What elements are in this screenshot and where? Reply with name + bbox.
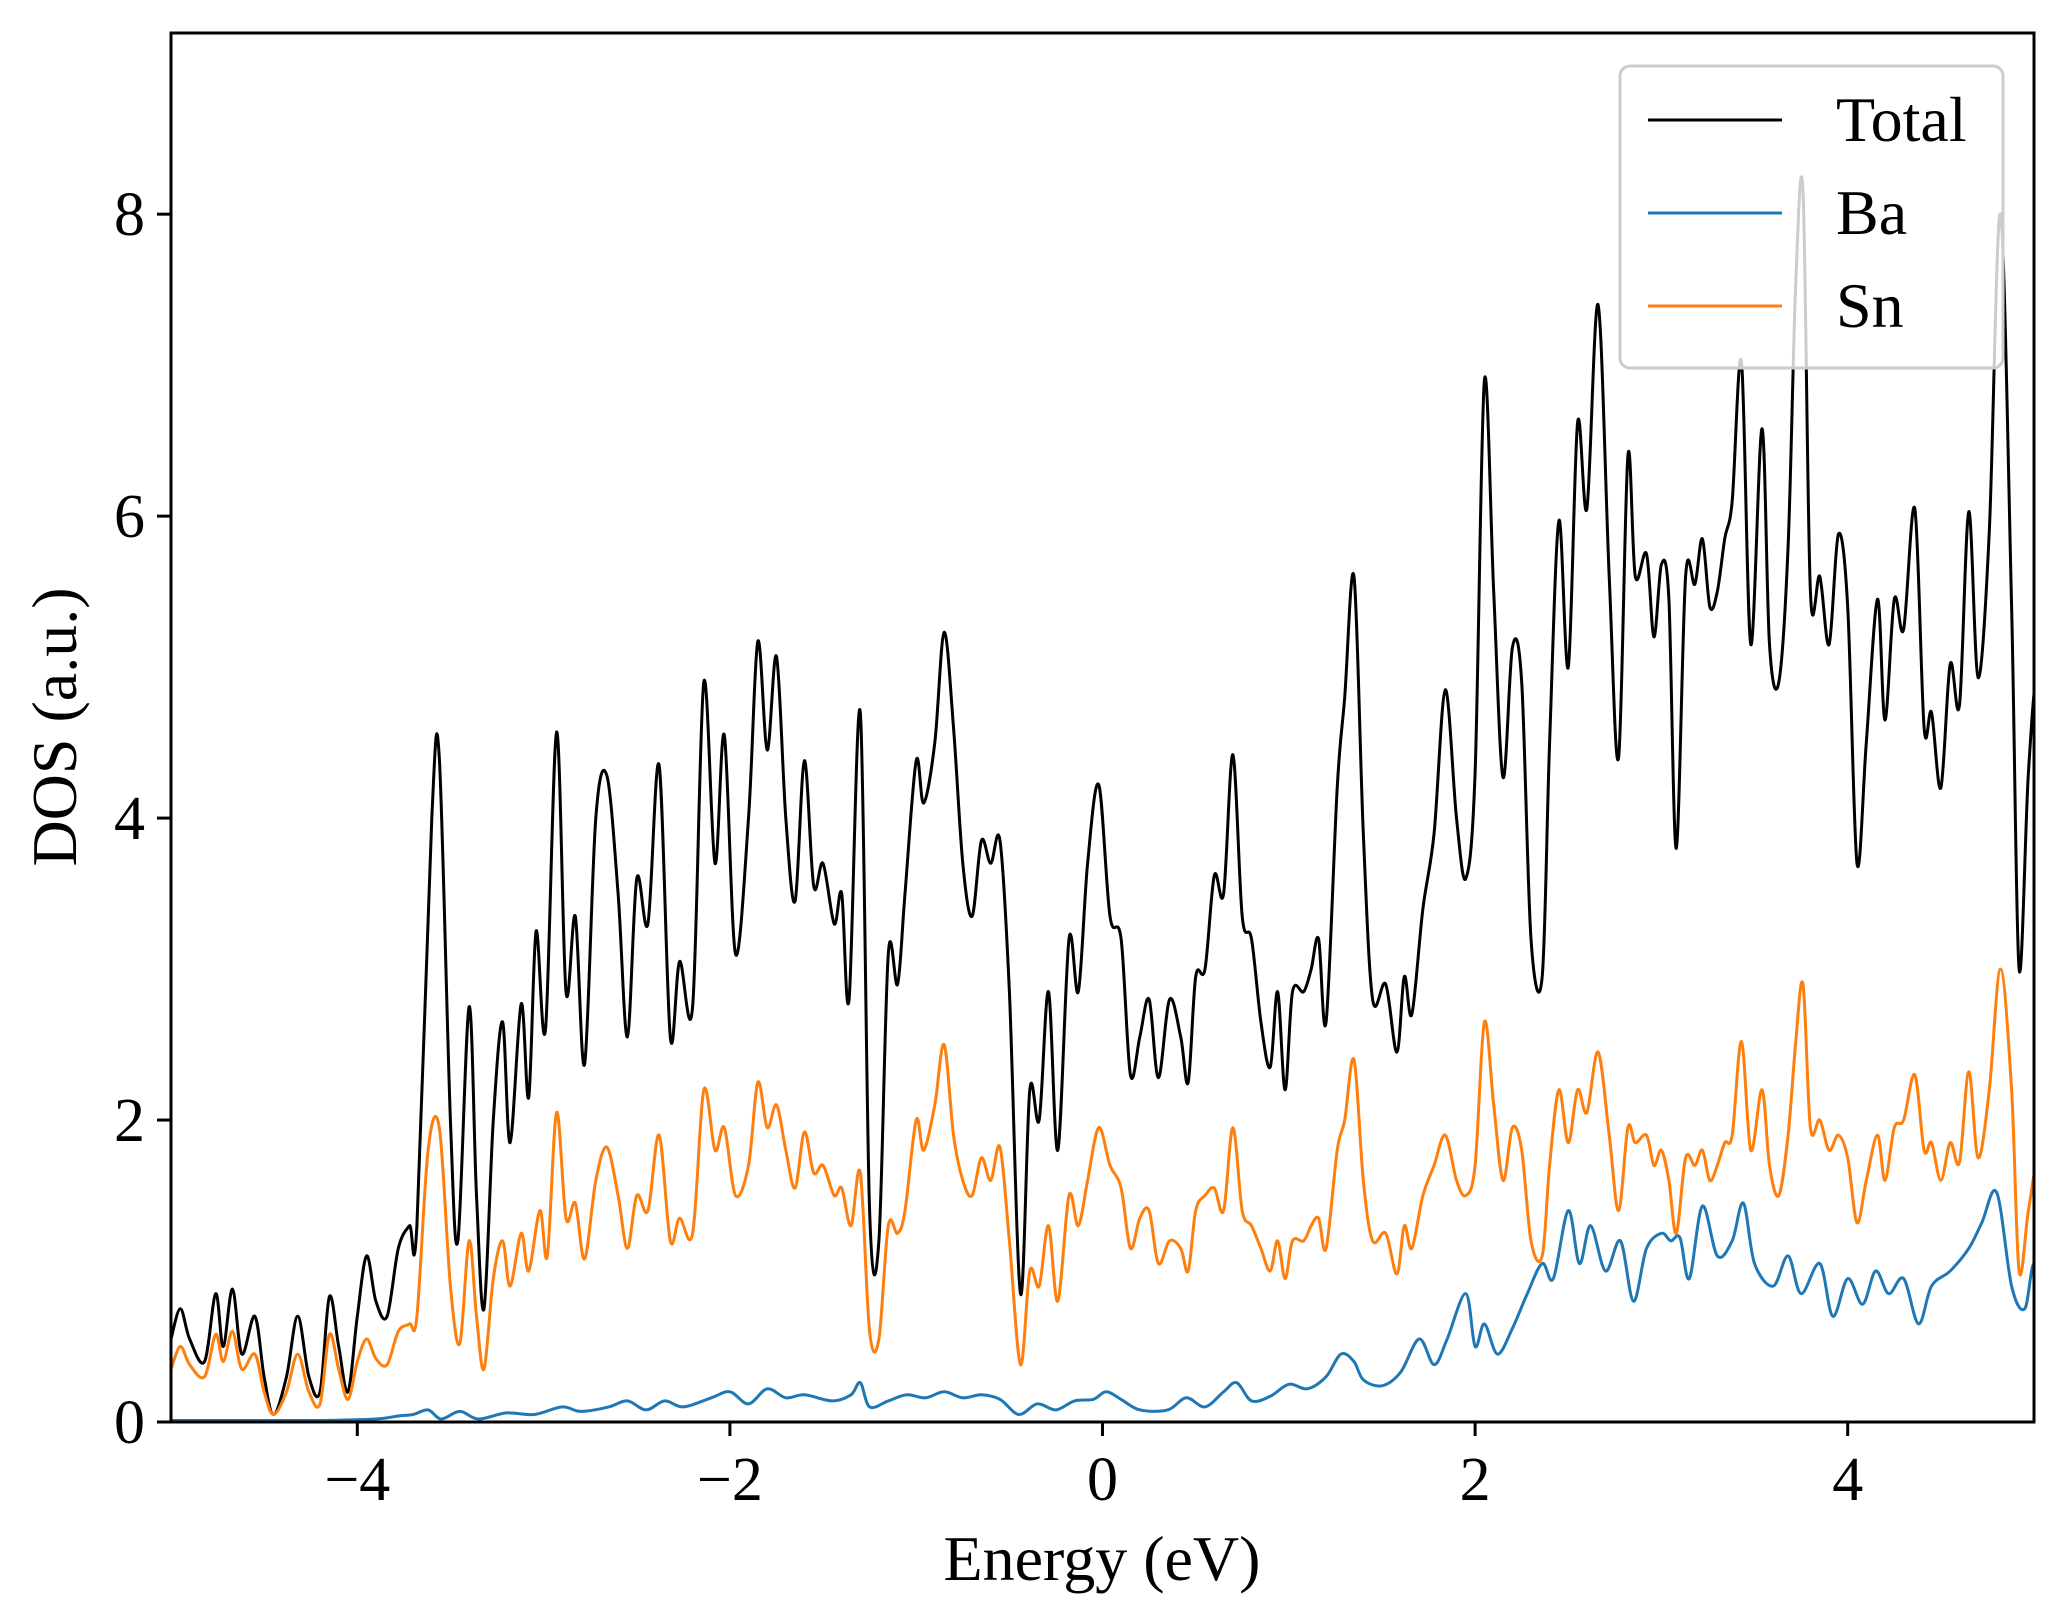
series-line-sn bbox=[171, 967, 2034, 1416]
legend-label-ba: Ba bbox=[1836, 177, 1907, 248]
y-tick-label: 6 bbox=[114, 483, 145, 551]
legend: Total Ba Sn bbox=[1618, 64, 2005, 370]
x-tick-label: 4 bbox=[1832, 1446, 1863, 1514]
y-tick-label: 0 bbox=[114, 1389, 145, 1457]
y-tick-label: 2 bbox=[114, 1087, 145, 1155]
legend-label-sn: Sn bbox=[1836, 270, 1904, 341]
x-tick-label: −2 bbox=[697, 1446, 763, 1514]
x-tick-label: 2 bbox=[1460, 1446, 1491, 1514]
series-line-ba bbox=[171, 1188, 2034, 1422]
series-line-total bbox=[171, 175, 2034, 1416]
x-tick-label: 0 bbox=[1087, 1446, 1118, 1514]
x-axis-label: Energy (eV) bbox=[944, 1523, 1261, 1594]
x-tick-label: −4 bbox=[324, 1446, 390, 1514]
y-tick-label: 8 bbox=[114, 181, 145, 249]
y-axis-label: DOS (a.u.) bbox=[19, 587, 90, 866]
legend-box bbox=[1618, 64, 2005, 370]
legend-label-total: Total bbox=[1836, 84, 1967, 155]
y-tick-label: 4 bbox=[114, 785, 145, 853]
